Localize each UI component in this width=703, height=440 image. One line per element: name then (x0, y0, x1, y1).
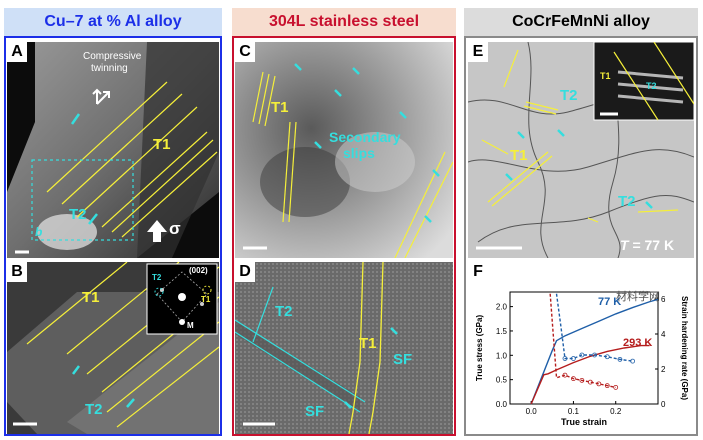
series-marker (579, 377, 585, 383)
panel-a-label: A (7, 42, 27, 62)
x-tick-label: 0.2 (610, 407, 622, 416)
y2-tick-label: 4 (661, 330, 666, 339)
panel-b-label: B (7, 262, 27, 282)
t2-label: T2 (69, 206, 87, 223)
sigma-label: σ (169, 219, 181, 238)
panel-c: C T1 Secondary slips (235, 42, 453, 258)
y-axis-label: True stress (GPa) (475, 315, 484, 382)
panel-d-image (235, 262, 453, 434)
secondary-label: Secondary (329, 129, 401, 145)
inset-b-marker: b (35, 225, 43, 239)
slips-label: slips (343, 145, 375, 161)
series-marker (604, 383, 610, 389)
t2-label: T2 (275, 303, 293, 320)
t1-label: T1 (271, 99, 289, 116)
y-tick-label: 1.5 (496, 327, 508, 336)
series-line (530, 298, 659, 405)
column-title: CoCrFeMnNi alloy (512, 13, 650, 30)
series-line (555, 293, 633, 362)
inset-t2-label: T2 (152, 273, 162, 282)
t1-label: T1 (510, 147, 528, 164)
series-marker (562, 356, 568, 361)
t2-label: T2 (85, 401, 103, 418)
y2-tick-label: 6 (661, 295, 666, 304)
panel-e: E T1 T2 T2 T1 T2 T = 77 K (468, 42, 694, 258)
annotation-293k: 293 K (623, 337, 652, 349)
panel-f: 0.0 0.5 1.0 1.5 2.0 0.0 0.1 0.2 0 2 4 6 True strain T… (468, 262, 694, 434)
y-tick-label: 1.0 (496, 351, 508, 360)
y-tick-label: 2.0 (496, 303, 508, 312)
column-header-cocrfemnni: CoCrFeMnNi alloy (464, 8, 698, 36)
x-axis-label: True strain (561, 417, 607, 427)
series-marker (587, 379, 593, 385)
inset-t2-label: T2 (646, 81, 657, 91)
twinning-label: twinning (91, 63, 128, 74)
panel-b: B T1 T2 T1 T2 M (002) (7, 262, 219, 434)
y-tick-label: 0.0 (496, 400, 508, 409)
series-marker (617, 356, 623, 362)
panel-c-label: C (235, 42, 255, 62)
panel-e-image (468, 42, 694, 258)
panel-c-image (235, 42, 453, 258)
series-marker (613, 384, 619, 390)
y-tick-label: 0.5 (496, 376, 508, 385)
panel-a: A Compressive twinning T1 T2 b σ (7, 42, 219, 258)
panel-d: D T1 T2 SF SF (235, 262, 453, 434)
x-tick-label: 0.0 (526, 407, 538, 416)
sf-right-label: SF (393, 351, 413, 368)
plot-frame (509, 291, 659, 405)
series-line (530, 344, 650, 405)
column-header-cu-al: Cu–7 at % Al alloy (4, 8, 222, 36)
temperature-value: = 77 K (628, 237, 675, 253)
column-header-steel: 304L stainless steel (232, 8, 456, 36)
y2-tick-label: 2 (661, 365, 666, 374)
series-line (549, 293, 616, 389)
series-marker (562, 372, 568, 378)
column-title: 304L stainless steel (268, 13, 420, 30)
inset-index-label: (002) (189, 266, 208, 275)
panel-d-label: D (235, 262, 255, 282)
t1-label: T1 (153, 136, 171, 153)
series-marker (604, 354, 610, 360)
t2-label-upper: T2 (560, 87, 578, 104)
x-tick-label: 0.1 (568, 407, 580, 416)
column-title: Cu–7 at % Al alloy (44, 13, 182, 30)
t2-label-lower: T2 (618, 193, 636, 210)
inset-t1-label: T1 (600, 71, 611, 81)
y2-axis-label: Strain hardening rate (GPa) (680, 296, 689, 400)
temperature-label: T = 77 K (620, 238, 674, 252)
temperature-symbol: T (620, 237, 629, 253)
column-frame-cu-al (4, 36, 222, 436)
sf-left-label: SF (305, 403, 325, 420)
panel-a-image (7, 42, 219, 258)
series-marker (592, 352, 597, 358)
t1-label: T1 (82, 289, 100, 306)
stress-strain-chart: 0.0 0.5 1.0 1.5 2.0 0.0 0.1 0.2 0 2 4 6 True strain T… (475, 291, 689, 427)
annotation-77k: 77 K (598, 296, 621, 308)
series-marker (571, 376, 576, 382)
compressive-label: Compressive (83, 51, 142, 62)
series-marker (571, 356, 576, 361)
y2-tick-label: 0 (661, 400, 666, 409)
inset-t1-label: T1 (201, 295, 211, 304)
inset-m-label: M (187, 321, 194, 330)
panel-f-label: F (468, 262, 488, 282)
t1-label: T1 (359, 335, 377, 352)
panel-e-label: E (468, 42, 488, 62)
column-frame-cocrfemnni (464, 36, 698, 436)
series-marker (630, 358, 636, 364)
watermark: 材料学网 (616, 291, 660, 303)
series-marker (579, 352, 585, 358)
column-frame-steel (232, 36, 456, 436)
panel-b-image (7, 262, 219, 434)
series-marker (596, 381, 602, 387)
